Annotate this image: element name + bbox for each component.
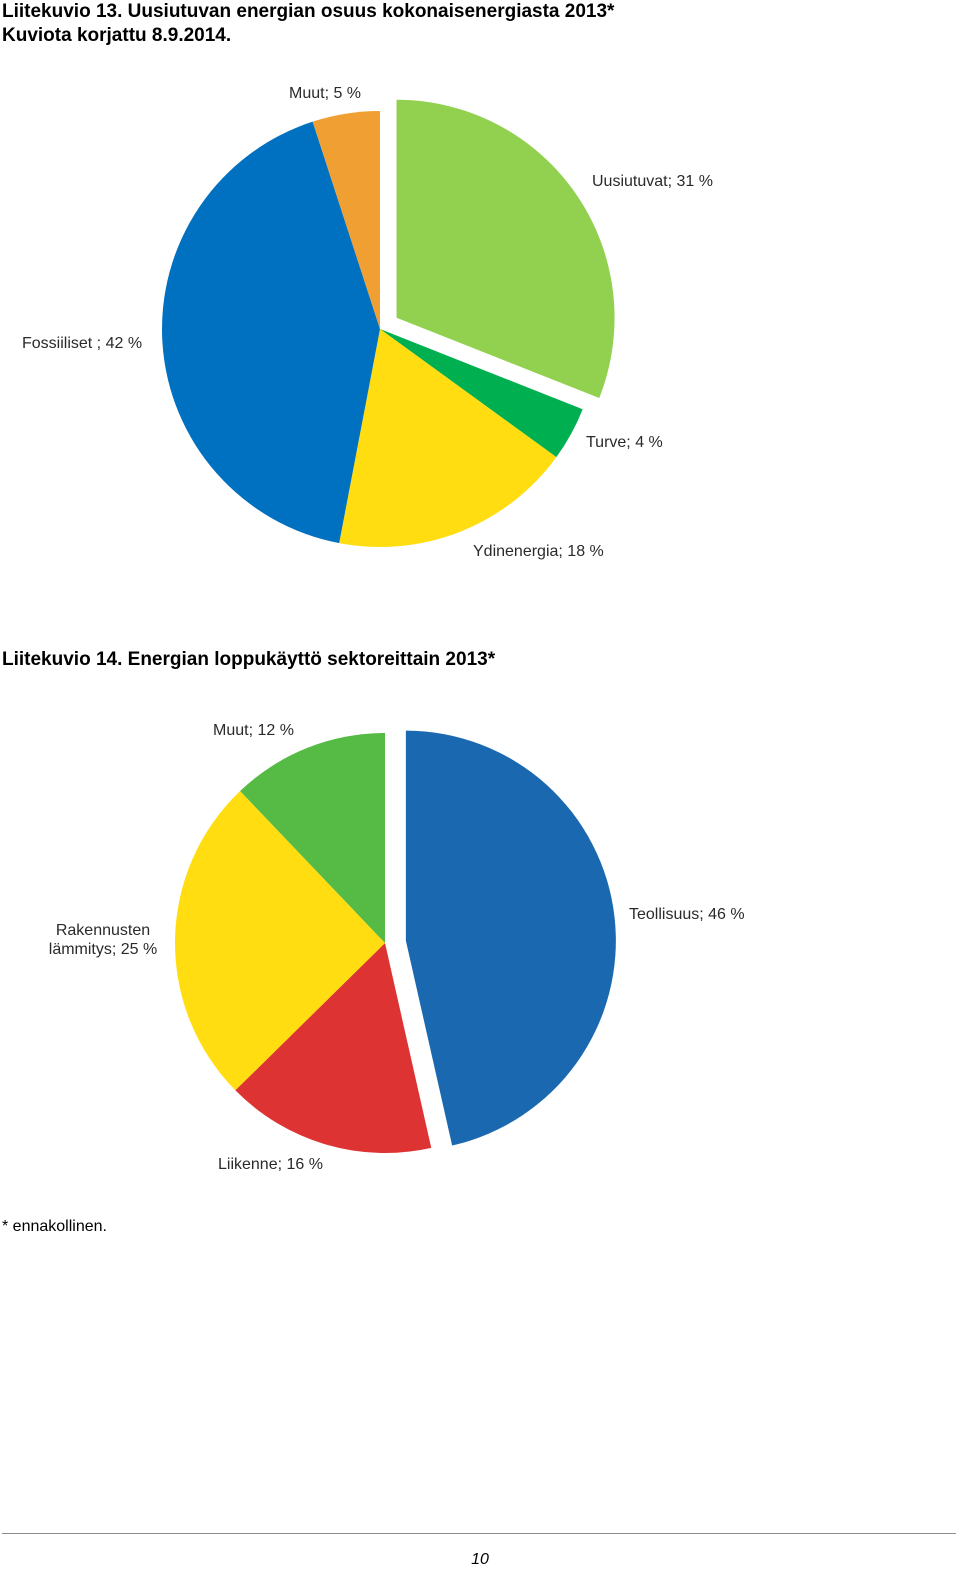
pie-slice-ydinenergia	[339, 329, 557, 547]
slice-label-rakennusten-lämmitys: Rakennusten lämmitys; 25 %	[49, 922, 157, 958]
slice-label-turve: Turve; 4 %	[586, 434, 663, 451]
slice-label-uusiutuvat: Uusiutuvat; 31 %	[592, 173, 713, 190]
chart1-correction-note: Kuviota korjattu 8.9.2014.	[2, 25, 232, 46]
pie-slice-fossiiliset	[162, 121, 380, 544]
pie-slice-uusiutuvat	[396, 99, 615, 399]
pie-slice-turve	[380, 329, 583, 458]
slice-label-fossiiliset: Fossiiliset ; 42 %	[22, 335, 142, 352]
slice-label-muut: Muut; 5 %	[289, 85, 361, 102]
chart2-title: Liitekuvio 14. Energian loppukäyttö sekt…	[2, 649, 496, 670]
pie-slice-liikenne	[235, 943, 432, 1153]
pie-chart-renewable-share: Uusiutuvat; 31 % Turve; 4 % Ydinenergia; 1…	[22, 85, 713, 560]
pie-slice-teollisuus	[405, 730, 616, 1146]
slice-label-ydinenergia: Ydinenergia; 18 %	[473, 543, 604, 560]
pie-slice-muut	[312, 111, 380, 329]
pie-slice-rakennusten-lämmitys	[175, 791, 385, 1091]
slice-label-muut: Muut; 12 %	[213, 722, 294, 739]
pie-chart-final-use-by-sector: Teollisuus; 46 % Liikenne; 16 % Rakennuste…	[49, 722, 745, 1173]
slice-label-liikenne: Liikenne; 16 %	[218, 1156, 323, 1173]
page-number: 10	[471, 1551, 489, 1568]
pie-slice-muut	[240, 733, 385, 943]
slice-label-teollisuus: Teollisuus; 46 %	[629, 906, 745, 923]
footnote: * ennakollinen.	[2, 1218, 107, 1235]
footer-divider	[2, 1533, 956, 1534]
chart1-title: Liitekuvio 13. Uusiutuvan energian osuus…	[2, 1, 615, 22]
